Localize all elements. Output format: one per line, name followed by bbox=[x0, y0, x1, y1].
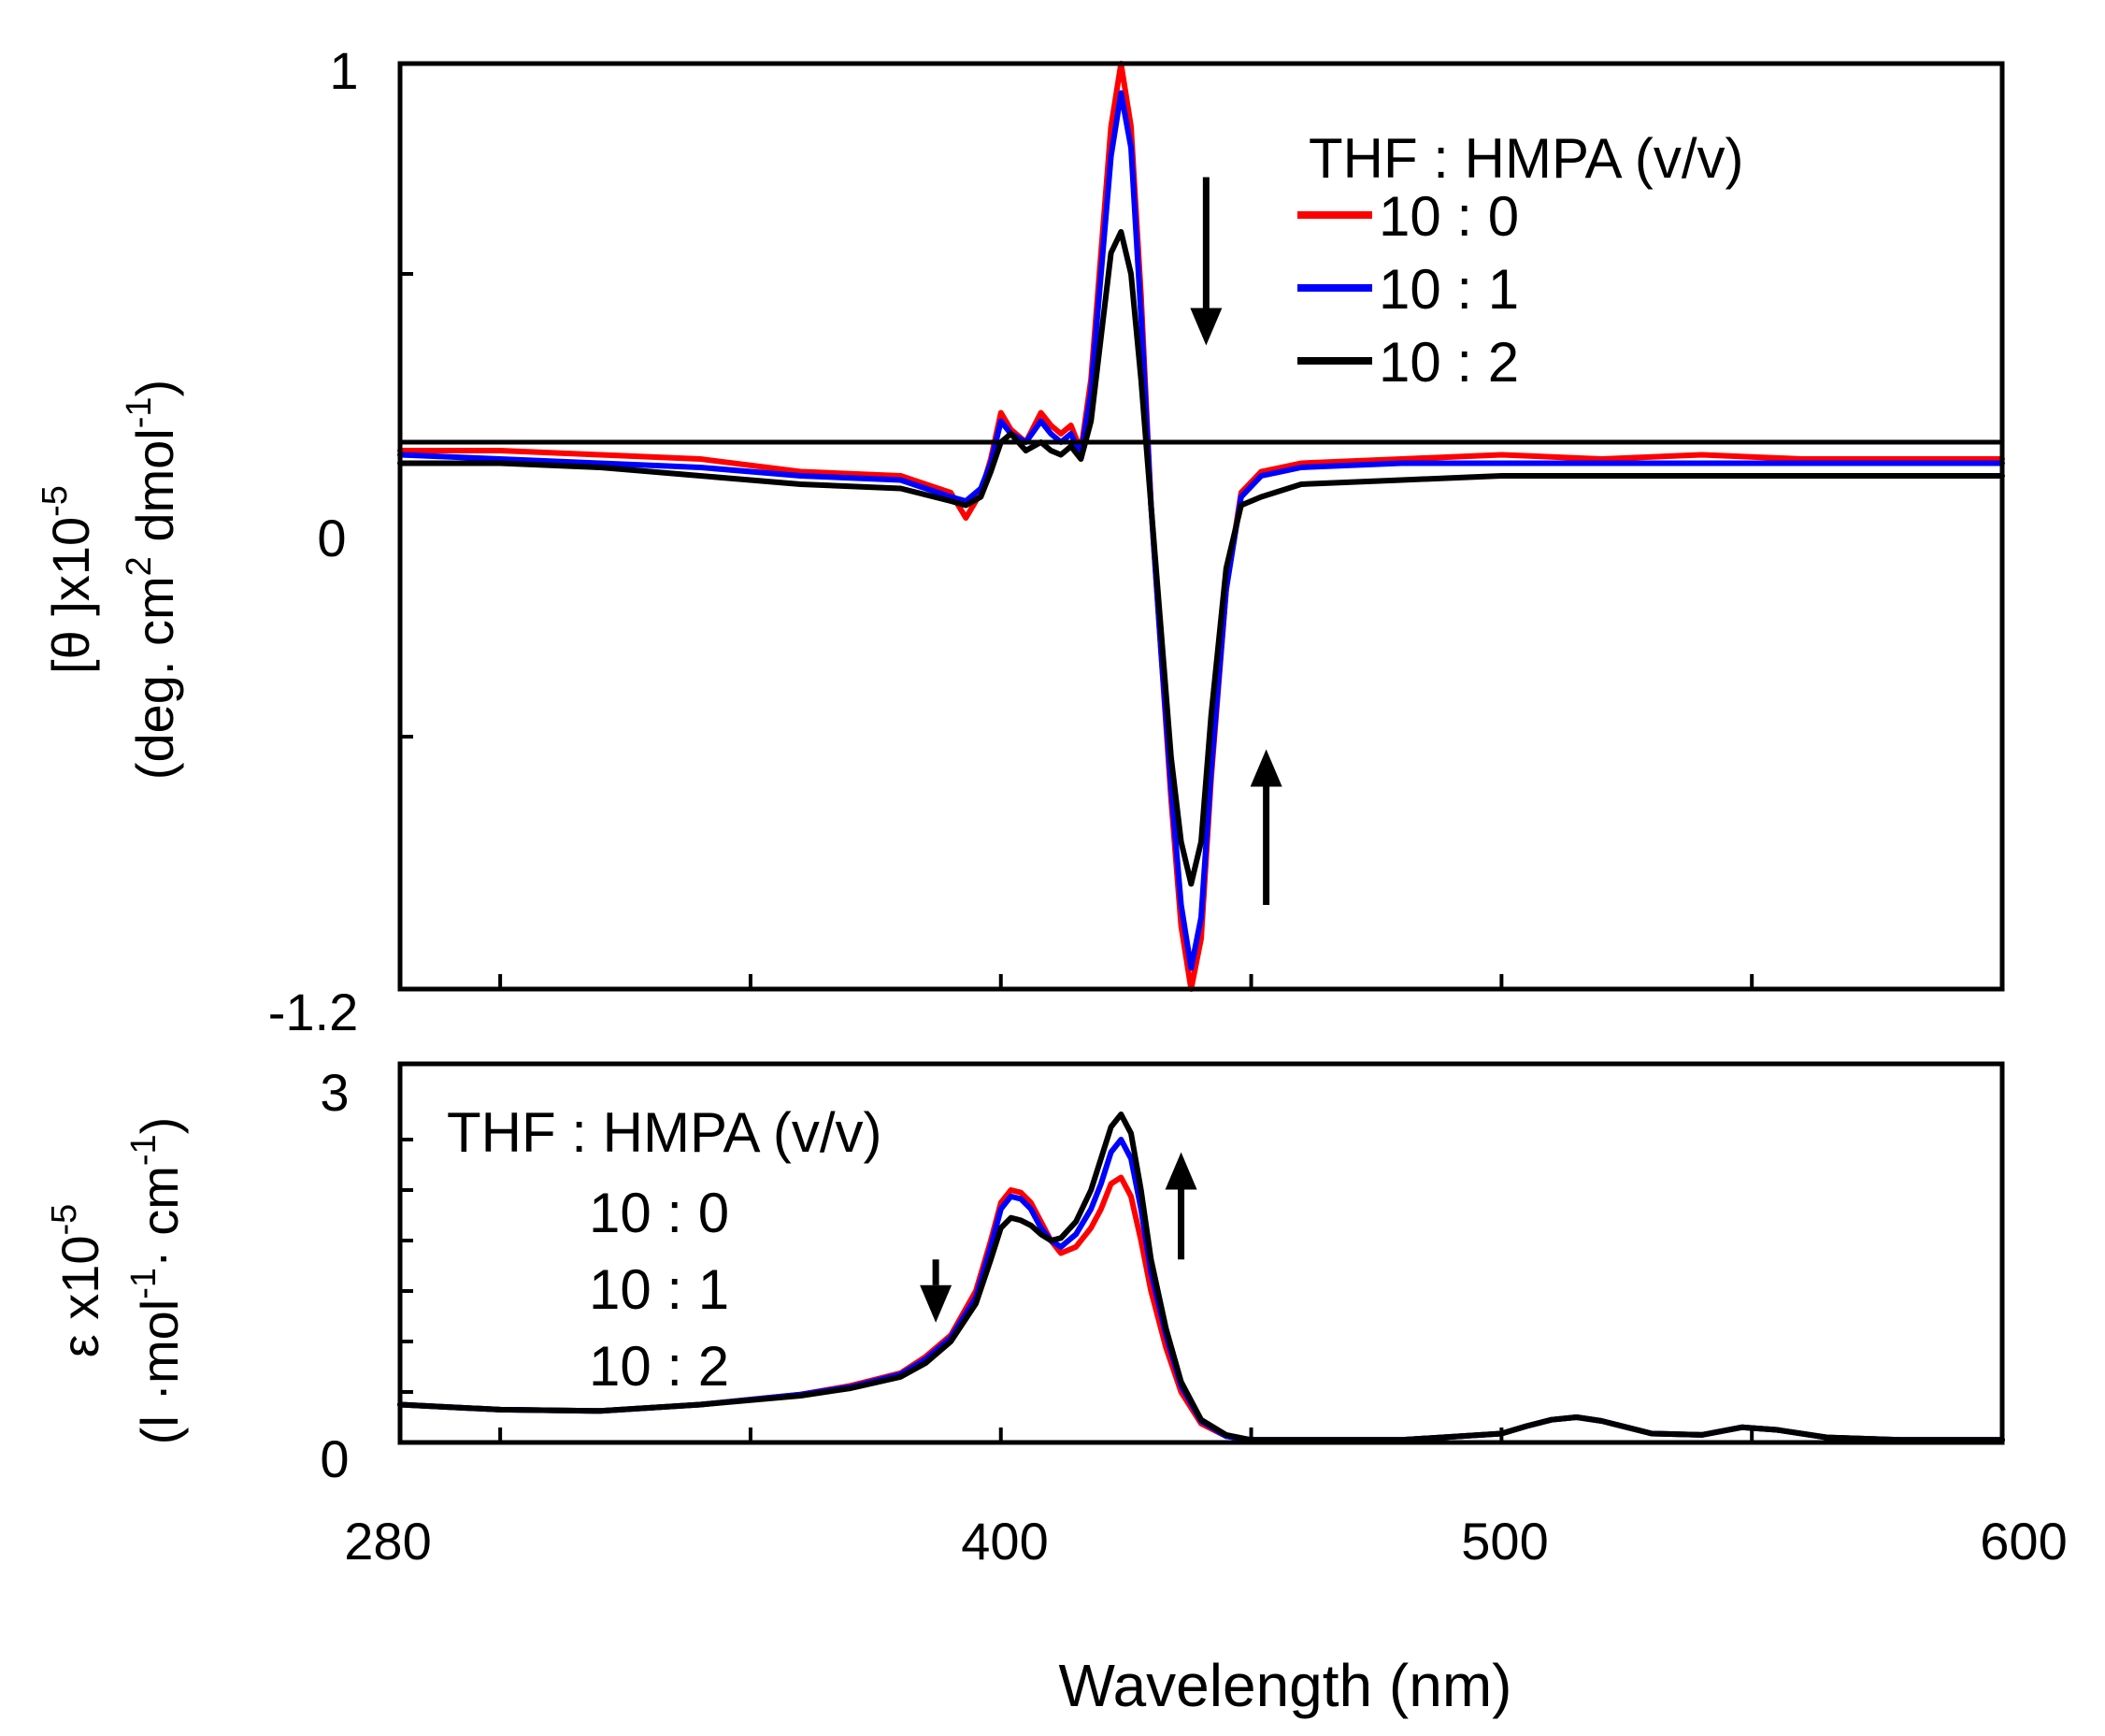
cd-ytick-label-neg1-2: -1.2 bbox=[268, 983, 359, 1041]
uv-xtick-label-400: 400 bbox=[961, 1512, 1048, 1571]
cd-legend: THF : HMPA (v/v) 10 : 0 10 : 1 10 : 2 bbox=[1297, 127, 1744, 394]
cd-legend-entry-10-1: 10 : 1 bbox=[1379, 258, 1519, 321]
uv-xtick-label-500: 500 bbox=[1461, 1512, 1548, 1571]
uv-arrows bbox=[920, 1152, 1197, 1323]
cd-y-axis-units: (deg. cm2 dmol-1) bbox=[120, 380, 184, 780]
svg-text:[θ ]x10-5: [θ ]x10-5 bbox=[36, 485, 100, 674]
uv-y-axis-units: (l ·mol-1· cm-1) bbox=[124, 1117, 189, 1445]
uv-units-a: (l ·mol bbox=[130, 1299, 189, 1445]
svg-text:(deg. cm2 dmol-1): (deg. cm2 dmol-1) bbox=[120, 380, 184, 780]
uv-ytick-label-3: 3 bbox=[320, 1063, 349, 1122]
cd-legend-title: THF : HMPA (v/v) bbox=[1309, 127, 1744, 190]
uv-arrow-up-head-1 bbox=[1165, 1152, 1197, 1190]
cd-ylabel-exp: -5 bbox=[36, 485, 75, 517]
cd-units-exp-a: 2 bbox=[120, 556, 159, 576]
uv-plot-frame bbox=[397, 1061, 2005, 1445]
cd-series-line-10-0 bbox=[397, 61, 2005, 992]
uv-units-exp-b: -1 bbox=[124, 1134, 164, 1166]
uv-axis-ticks bbox=[400, 1138, 1754, 1442]
cd-units-a: (deg. cm bbox=[125, 576, 184, 780]
cd-ytick-label-1: 1 bbox=[329, 41, 358, 100]
cd-legend-entry-10-2: 10 : 2 bbox=[1379, 331, 1519, 394]
svg-text:(l ·mol-1· cm-1): (l ·mol-1· cm-1) bbox=[124, 1117, 189, 1445]
cd-arrow-down-head-0 bbox=[1190, 308, 1223, 346]
uv-series-line-10-2 bbox=[397, 1112, 2005, 1443]
uv-units-b: · cm bbox=[130, 1166, 189, 1268]
cd-legend-entry-10-0: 10 : 0 bbox=[1379, 185, 1519, 248]
uv-legend: THF : HMPA (v/v) 10 : 0 10 : 1 10 : 2 bbox=[447, 1101, 882, 1398]
cd-series-group bbox=[397, 61, 2005, 992]
cd-plot-frame bbox=[397, 61, 2005, 992]
uv-legend-title: THF : HMPA (v/v) bbox=[447, 1101, 882, 1164]
cd-spectrum-panel: 1 0 -1.2 [θ ]x10-5 (deg. cm2 dmol-1) THF… bbox=[36, 41, 2005, 1041]
uv-units-c: ) bbox=[130, 1117, 189, 1135]
uv-legend-entry-10-2: 10 : 2 bbox=[589, 1335, 729, 1398]
uv-xtick-label-600: 600 bbox=[1980, 1512, 2067, 1571]
cd-series-line-10-1 bbox=[397, 90, 2005, 971]
uv-spectrum-panel: 3 0 280 400 500 600 Wavelength (nm) ε x1… bbox=[45, 1061, 2068, 1719]
uv-ylabel-exp: -5 bbox=[45, 1204, 84, 1236]
uv-legend-entry-10-0: 10 : 0 bbox=[589, 1182, 729, 1244]
cd-units-b: dmol bbox=[125, 428, 184, 556]
uv-ylabel-main: ε x10 bbox=[50, 1235, 109, 1357]
cd-arrow-up-head-1 bbox=[1250, 749, 1282, 787]
uv-xtick-label-280: 280 bbox=[344, 1512, 431, 1571]
uv-units-exp-a: -1 bbox=[124, 1268, 164, 1299]
cd-axis-ticks bbox=[400, 272, 1754, 989]
cd-units-exp-b: -1 bbox=[120, 396, 159, 428]
cd-ylabel-main: [θ ]x10 bbox=[41, 517, 100, 674]
cd-arrows bbox=[1190, 177, 1282, 905]
uv-ytick-label-0: 0 bbox=[320, 1429, 349, 1488]
uv-series-group bbox=[397, 1112, 2005, 1443]
x-axis-title: Wavelength (nm) bbox=[1059, 1652, 1512, 1719]
cd-y-axis-title: [θ ]x10-5 bbox=[36, 485, 100, 674]
cd-series-line-10-2 bbox=[397, 229, 2005, 887]
cd-ytick-label-0: 0 bbox=[317, 509, 346, 567]
svg-text:ε x10-5: ε x10-5 bbox=[45, 1204, 109, 1358]
uv-y-axis-title: ε x10-5 bbox=[45, 1204, 109, 1358]
cd-units-c: ) bbox=[125, 380, 184, 397]
uv-arrow-down-head-0 bbox=[920, 1284, 952, 1323]
uv-legend-entry-10-1: 10 : 1 bbox=[589, 1258, 729, 1321]
